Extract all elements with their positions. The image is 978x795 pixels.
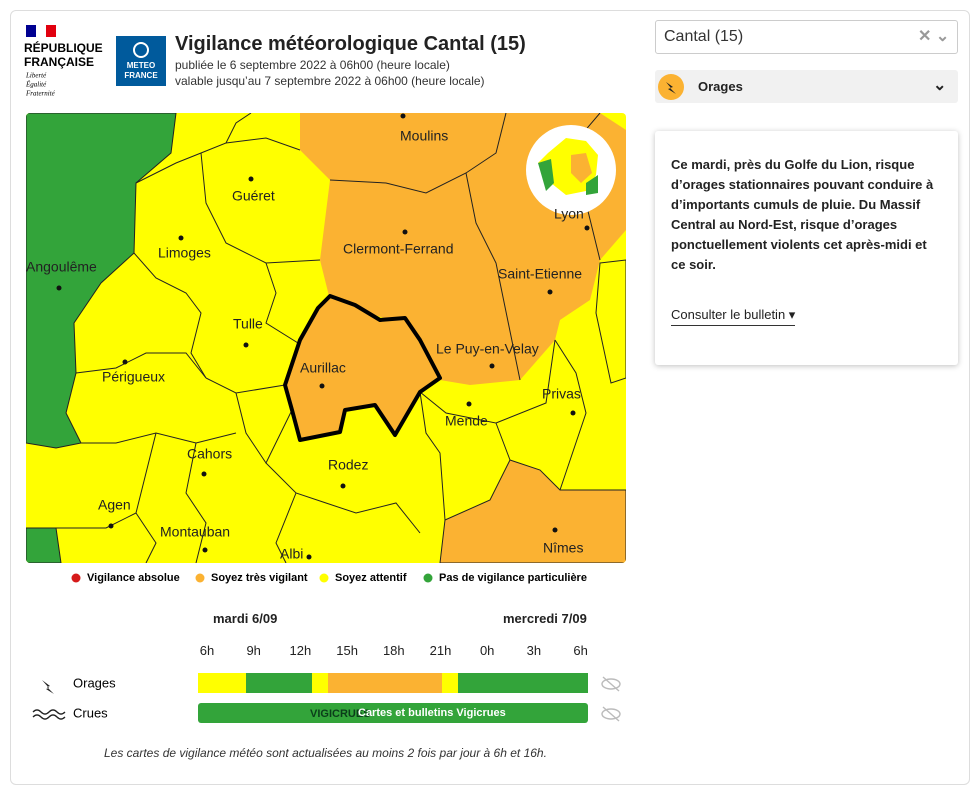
- main-card: [10, 10, 970, 785]
- hour-label: 6h: [199, 643, 215, 658]
- hour-label: 3h: [526, 643, 542, 658]
- valid-until: valable jusqu’au 7 septembre 2022 à 06h0…: [175, 74, 485, 88]
- hour-label: 15h: [336, 643, 358, 658]
- city-label: Tulle: [233, 316, 263, 332]
- storm-icon: [658, 74, 684, 100]
- city-label: Clermont-Ferrand: [343, 241, 453, 257]
- bulletin-link-text[interactable]: Consulter le bulletin: [671, 307, 786, 322]
- published: publiée le 6 septembre 2022 à 06h00 (heu…: [175, 58, 450, 72]
- city-label: Périgueux: [102, 369, 165, 385]
- hour-label: 9h: [246, 643, 261, 658]
- city-label: Privas: [542, 386, 581, 402]
- legend-label: Pas de vigilance particulière: [439, 572, 587, 584]
- phenomenon-toggle[interactable]: Orages ⌄: [655, 70, 958, 103]
- city-label: Albi: [280, 546, 303, 562]
- footer-note: Les cartes de vigilance météo sont actua…: [104, 746, 547, 760]
- city-dot: [402, 229, 408, 235]
- vigicrues-link[interactable]: Cartes et bulletins Vigicrues: [358, 707, 506, 719]
- page-title: Vigilance météorologique Cantal (15): [175, 33, 526, 55]
- city-label: Nîmes: [543, 540, 583, 556]
- motto: Fraternité: [25, 90, 56, 98]
- legend-dot: [71, 573, 81, 583]
- bulletin-card: Ce mardi, près du Golfe du Lion, risque …: [655, 131, 958, 365]
- city-label: Lyon: [554, 206, 584, 222]
- city-label: Rodez: [328, 457, 368, 473]
- legend-label: Vigilance absolue: [87, 572, 180, 584]
- day-label: mercredi 7/09: [503, 611, 587, 626]
- city-label: Angoulême: [26, 259, 97, 275]
- bulletin-link[interactable]: Consulter le bulletin ▾: [671, 307, 796, 326]
- select-value: Cantal (15): [664, 28, 744, 45]
- inset: [526, 125, 616, 215]
- city-label: Aurillac: [300, 360, 346, 376]
- legend-label: Soyez attentif: [335, 572, 407, 584]
- legend-dot: [195, 573, 205, 583]
- motto: Égalité: [25, 81, 47, 89]
- hour-label: 18h: [382, 643, 405, 658]
- vigicrues-logo: VIGICRUES: [310, 708, 371, 720]
- city-label: Guéret: [232, 188, 275, 204]
- hour-label: 6h: [573, 643, 588, 658]
- city-dot: [122, 359, 128, 365]
- select-icons[interactable]: ✕ ⌄: [918, 28, 950, 45]
- meteo-logo-text: FRANCE: [124, 71, 158, 80]
- legend-label: Soyez très vigilant: [211, 572, 308, 584]
- bulletin-text: Ce mardi, près du Golfe du Lion, risque …: [671, 157, 934, 272]
- city-label: Cahors: [187, 446, 232, 462]
- city-dot: [489, 363, 495, 369]
- city-dot: [584, 225, 590, 231]
- city-dot: [178, 235, 184, 241]
- motto: Liberté: [25, 72, 47, 80]
- city-dot: [552, 527, 558, 533]
- city-dot: [319, 383, 325, 389]
- crues-bar: [198, 703, 588, 723]
- city-dot: [243, 342, 249, 348]
- city-dot: [56, 285, 62, 291]
- city-dot: [201, 471, 207, 477]
- legend-dot: [423, 573, 433, 583]
- republic-line: RÉPUBLIQUE: [24, 40, 103, 55]
- city-dot: [306, 554, 312, 560]
- day-label: mardi 6/09: [213, 611, 278, 626]
- city-label: Moulins: [400, 128, 448, 144]
- row-label: Orages: [73, 675, 116, 690]
- city-label: Montauban: [160, 524, 230, 540]
- city-dot: [570, 410, 576, 416]
- row-label: Crues: [73, 705, 108, 720]
- vigilance-map: Moulins Guéret Limoges Angoulême Clermont-Fe…: [26, 113, 626, 563]
- city-dot: [248, 176, 254, 182]
- chevron: ⌄: [933, 77, 947, 94]
- city-label: Mende: [445, 413, 488, 429]
- meteo-logo-text: METEO: [127, 61, 155, 70]
- legend: Vigilance absolue Soyez très vigilant Soye…: [71, 572, 587, 584]
- city-dot: [400, 113, 406, 119]
- phenomenon-label: Orages: [698, 79, 743, 94]
- hour-label: 21h: [429, 643, 452, 658]
- city-dot: [466, 401, 472, 407]
- city-label: Agen: [98, 497, 131, 513]
- city-dot: [340, 483, 346, 489]
- meteo-logo: METEO FRANCE: [116, 36, 166, 86]
- city-label: Le Puy-en-Velay: [436, 341, 539, 357]
- republic-logo: RÉPUBLIQUE FRANÇAISE Liberté Égalité Fra…: [24, 25, 103, 98]
- hour-label: 0h: [479, 643, 495, 658]
- orages-bar: [198, 673, 588, 693]
- city-dot: [547, 289, 553, 295]
- dept-select[interactable]: Cantal (15) ✕ ⌄: [655, 20, 958, 54]
- city-dot: [202, 547, 208, 553]
- city-label: Saint-Etienne: [498, 266, 582, 282]
- hour-label: 12h: [289, 643, 312, 658]
- city-label: Limoges: [158, 245, 211, 261]
- republic-line: FRANÇAISE: [24, 55, 94, 69]
- legend-dot: [319, 573, 329, 583]
- city-dot: [108, 523, 114, 529]
- timeline: Orages Crues VIGICRUES Cartes et bulleti…: [32, 673, 621, 723]
